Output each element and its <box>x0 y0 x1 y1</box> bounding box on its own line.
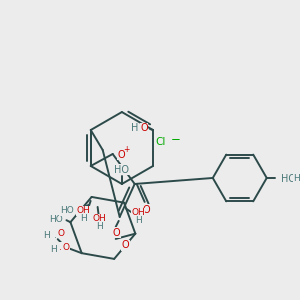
Text: OH: OH <box>131 208 145 217</box>
Text: O: O <box>62 243 69 252</box>
Text: O: O <box>122 240 130 250</box>
Text: H: H <box>96 222 103 231</box>
Text: O: O <box>113 228 121 238</box>
Text: OH: OH <box>93 214 106 224</box>
Text: O: O <box>57 229 64 238</box>
Text: −: − <box>171 133 181 146</box>
Text: HO: HO <box>60 206 74 215</box>
Text: O: O <box>140 123 148 133</box>
Text: H: H <box>50 245 57 254</box>
Text: .: . <box>54 231 57 240</box>
Text: HO: HO <box>50 215 63 224</box>
Text: .: . <box>59 243 62 252</box>
Text: H: H <box>131 123 139 133</box>
Text: H: H <box>43 231 50 240</box>
Text: +: + <box>124 145 130 154</box>
Text: OH: OH <box>77 206 91 215</box>
Text: HO: HO <box>114 165 129 175</box>
Text: Cl: Cl <box>155 137 166 147</box>
Text: O: O <box>143 205 151 215</box>
Text: H: H <box>293 175 300 184</box>
Text: H: H <box>135 216 141 225</box>
Text: O: O <box>118 150 125 160</box>
Text: HO: HO <box>281 174 296 184</box>
Text: H: H <box>80 214 87 224</box>
